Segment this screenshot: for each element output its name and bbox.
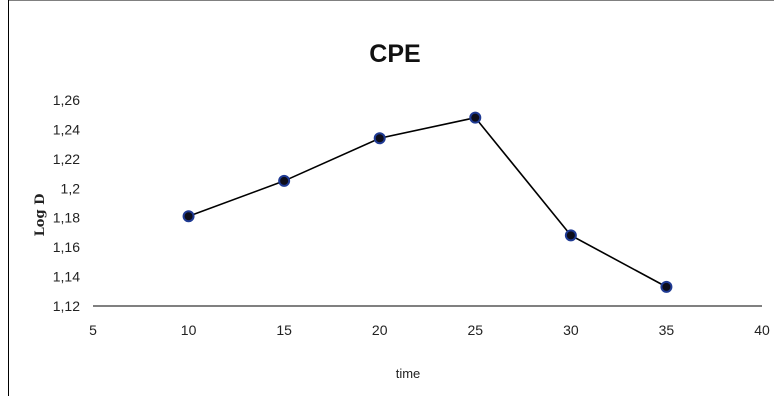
y-tick-label: 1,16 bbox=[53, 239, 80, 255]
x-tick-label: 25 bbox=[467, 322, 483, 338]
y-axis-ticks: 1,12 1,14 1,16 1,18 1,2 1,22 1,24 1,26 bbox=[53, 92, 80, 314]
chart-title: CPE bbox=[369, 40, 420, 68]
x-tick-label: 35 bbox=[659, 322, 675, 338]
x-tick-label: 20 bbox=[372, 322, 388, 338]
y-tick-label: 1,14 bbox=[53, 269, 80, 285]
y-tick-label: 1,24 bbox=[53, 121, 80, 137]
y-tick-label: 1,22 bbox=[53, 151, 80, 167]
data-point bbox=[564, 229, 577, 242]
series-0 bbox=[182, 111, 673, 293]
x-tick-label: 15 bbox=[276, 322, 292, 338]
data-point bbox=[469, 111, 482, 124]
y-axis-label: Log D bbox=[33, 194, 48, 237]
y-tick-label: 1,18 bbox=[53, 210, 80, 226]
y-tick-label: 1,12 bbox=[53, 298, 80, 314]
data-point bbox=[278, 174, 291, 187]
x-tick-label: 5 bbox=[89, 322, 97, 338]
data-point bbox=[182, 210, 195, 223]
x-tick-label: 30 bbox=[563, 322, 579, 338]
data-point bbox=[660, 280, 673, 293]
x-tick-label: 10 bbox=[181, 322, 197, 338]
x-axis-label: time bbox=[396, 366, 421, 381]
y-tick-label: 1,26 bbox=[53, 92, 80, 108]
series-line bbox=[188, 116, 667, 288]
x-axis-ticks: 5 10 15 20 25 30 35 40 bbox=[89, 322, 770, 338]
data-point bbox=[373, 132, 386, 145]
y-tick-label: 1,2 bbox=[61, 180, 81, 196]
x-tick-label: 40 bbox=[754, 322, 770, 338]
